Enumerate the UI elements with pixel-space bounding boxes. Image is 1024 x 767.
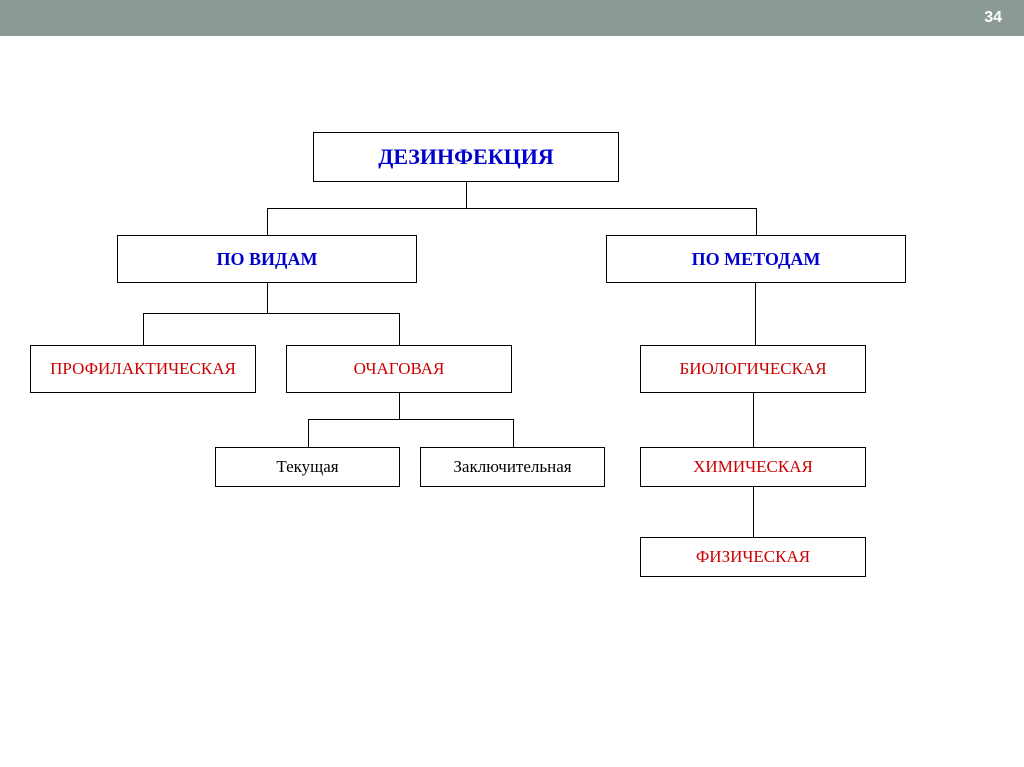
node-phys-label: ФИЗИЧЕСКАЯ — [696, 547, 810, 567]
connector — [267, 283, 268, 313]
node-methods: ПО МЕТОДАМ — [606, 235, 906, 283]
connector — [143, 313, 144, 345]
connector — [308, 419, 309, 447]
connector — [753, 487, 754, 537]
node-types: ПО ВИДАМ — [117, 235, 417, 283]
connector — [755, 283, 756, 345]
node-types-label: ПО ВИДАМ — [217, 249, 318, 270]
slide-header: 34 — [0, 0, 1024, 36]
node-prophyl-label: ПРОФИЛАКТИЧЕСКАЯ — [50, 359, 236, 379]
node-final: Заключительная — [420, 447, 605, 487]
node-root-label: ДЕЗИНФЕКЦИЯ — [378, 144, 554, 170]
node-focal: ОЧАГОВАЯ — [286, 345, 512, 393]
connector — [756, 208, 757, 235]
connector — [267, 208, 757, 209]
node-methods-label: ПО МЕТОДАМ — [692, 249, 821, 270]
connector — [308, 419, 514, 420]
node-prophyl: ПРОФИЛАКТИЧЕСКАЯ — [30, 345, 256, 393]
page-number: 34 — [984, 9, 1002, 27]
node-chem: ХИМИЧЕСКАЯ — [640, 447, 866, 487]
node-bio-label: БИОЛОГИЧЕСКАЯ — [679, 359, 826, 379]
connector — [513, 419, 514, 447]
node-current: Текущая — [215, 447, 400, 487]
connector — [753, 393, 754, 447]
node-root: ДЕЗИНФЕКЦИЯ — [313, 132, 619, 182]
connector — [267, 208, 268, 235]
node-final-label: Заключительная — [453, 457, 571, 477]
node-current-label: Текущая — [276, 457, 338, 477]
node-chem-label: ХИМИЧЕСКАЯ — [693, 457, 813, 477]
connector — [399, 393, 400, 419]
node-focal-label: ОЧАГОВАЯ — [354, 359, 445, 379]
connector — [399, 313, 400, 345]
connector — [466, 182, 467, 208]
node-phys: ФИЗИЧЕСКАЯ — [640, 537, 866, 577]
node-bio: БИОЛОГИЧЕСКАЯ — [640, 345, 866, 393]
connector — [143, 313, 400, 314]
